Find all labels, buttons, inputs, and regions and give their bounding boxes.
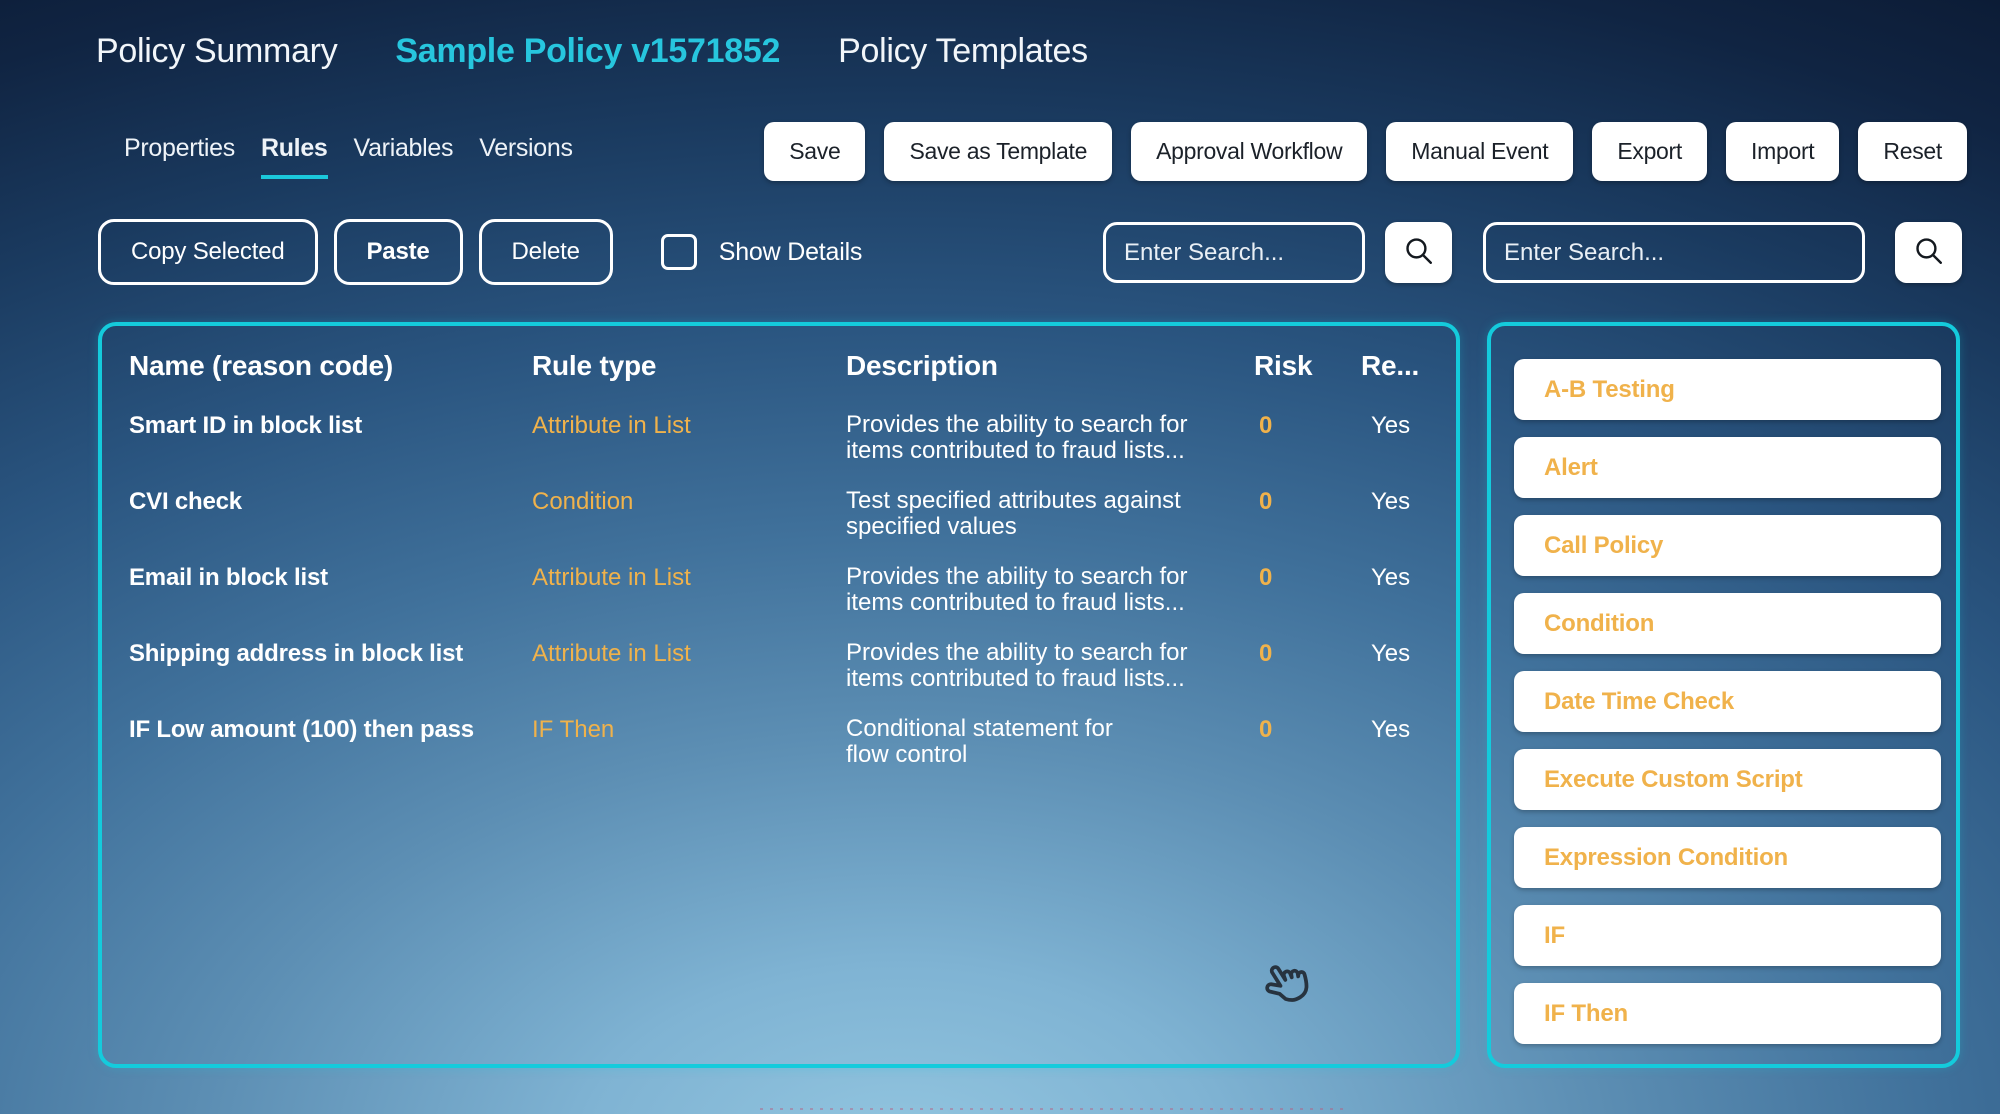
- policy-tabs: Properties Rules Variables Versions: [124, 134, 573, 179]
- rule-type: Attribute in List: [532, 640, 691, 667]
- template-item-condition[interactable]: Condition: [1514, 593, 1941, 654]
- template-item-if-then[interactable]: IF Then: [1514, 983, 1941, 1044]
- rule-description: Conditional statement for flow control: [846, 715, 1113, 768]
- hand-cursor-icon: [1245, 947, 1328, 1030]
- search-icon: [1912, 234, 1946, 271]
- copy-selected-button[interactable]: Copy Selected: [98, 219, 318, 285]
- rule-description: Test specified attributes against specif…: [846, 487, 1181, 540]
- rule-re: Yes: [1371, 564, 1411, 591]
- rule-name: IF Low amount (100) then pass: [129, 716, 474, 743]
- templates-search-input[interactable]: [1483, 222, 1865, 283]
- rule-re: Yes: [1371, 412, 1411, 439]
- rules-toolbar: Copy Selected Paste Delete Show Details: [98, 219, 862, 285]
- manual-event-button[interactable]: Manual Event: [1386, 122, 1574, 181]
- rule-description: Provides the ability to search for items…: [846, 639, 1188, 692]
- rule-name: Smart ID in block list: [129, 412, 362, 439]
- template-item-expression-condition[interactable]: Expression Condition: [1514, 827, 1941, 888]
- action-button-row: Save Save as Template Approval Workflow …: [764, 122, 1967, 181]
- template-item-execute-custom-script[interactable]: Execute Custom Script: [1514, 749, 1941, 810]
- rules-search-button[interactable]: [1385, 222, 1452, 283]
- rule-risk: 0: [1259, 564, 1273, 591]
- rule-type: Attribute in List: [532, 412, 691, 439]
- template-item-ab-testing[interactable]: A-B Testing: [1514, 359, 1941, 420]
- table-row[interactable]: Shipping address in block list Attribute…: [129, 640, 1436, 716]
- tab-rules[interactable]: Rules: [260, 134, 328, 179]
- column-header-re[interactable]: Re...: [1361, 350, 1420, 381]
- rule-type: Condition: [532, 488, 634, 515]
- column-header-description[interactable]: Description: [846, 350, 998, 381]
- rules-table-body: Smart ID in block list Attribute in List…: [129, 412, 1436, 792]
- rules-table-panel: Name (reason code) Rule type Description…: [98, 322, 1460, 1068]
- export-button[interactable]: Export: [1592, 122, 1708, 181]
- template-item-alert[interactable]: Alert: [1514, 437, 1941, 498]
- rule-re: Yes: [1371, 640, 1411, 667]
- save-button[interactable]: Save: [764, 122, 866, 181]
- approval-workflow-button[interactable]: Approval Workflow: [1131, 122, 1368, 181]
- import-button[interactable]: Import: [1726, 122, 1840, 181]
- column-header-name[interactable]: Name (reason code): [129, 350, 394, 381]
- rule-name: CVI check: [129, 488, 242, 515]
- table-row[interactable]: CVI check Condition Test specified attri…: [129, 488, 1436, 564]
- nav-policy-summary[interactable]: Policy Summary: [96, 32, 338, 70]
- bottom-dotted-line: [760, 1108, 1350, 1110]
- table-row[interactable]: IF Low amount (100) then pass IF Then Co…: [129, 716, 1436, 792]
- rule-risk: 0: [1259, 716, 1273, 743]
- reset-button[interactable]: Reset: [1858, 122, 1967, 181]
- template-item-if[interactable]: IF: [1514, 905, 1941, 966]
- delete-button[interactable]: Delete: [478, 219, 613, 285]
- column-header-risk[interactable]: Risk: [1254, 350, 1313, 381]
- template-item-date-time-check[interactable]: Date Time Check: [1514, 671, 1941, 732]
- rules-search-input[interactable]: [1103, 222, 1365, 283]
- save-as-template-button[interactable]: Save as Template: [884, 122, 1113, 181]
- rule-type: IF Then: [532, 716, 615, 743]
- rule-risk: 0: [1259, 488, 1273, 515]
- column-header-rule-type[interactable]: Rule type: [532, 350, 657, 381]
- tab-properties[interactable]: Properties: [124, 134, 235, 162]
- show-details-label: Show Details: [718, 237, 863, 266]
- rule-description: Provides the ability to search for items…: [846, 411, 1188, 464]
- show-details-checkbox[interactable]: [660, 234, 697, 270]
- table-row[interactable]: Email in block list Attribute in List Pr…: [129, 564, 1436, 640]
- rule-name: Email in block list: [129, 564, 328, 591]
- tab-variables[interactable]: Variables: [353, 134, 454, 162]
- rule-re: Yes: [1371, 488, 1411, 515]
- rules-table-header: Name (reason code) Rule type Description…: [129, 350, 1436, 382]
- rule-templates-panel: A-B Testing Alert Call Policy Condition …: [1487, 322, 1960, 1068]
- nav-policy-templates[interactable]: Policy Templates: [838, 32, 1088, 70]
- tab-versions[interactable]: Versions: [479, 134, 573, 162]
- top-nav: Policy Summary Sample Policy v1571852 Po…: [96, 32, 1088, 71]
- template-item-call-policy[interactable]: Call Policy: [1514, 515, 1941, 576]
- templates-search-button[interactable]: [1895, 222, 1962, 283]
- rule-description: Provides the ability to search for items…: [846, 563, 1188, 616]
- rule-name: Shipping address in block list: [129, 640, 464, 667]
- search-icon: [1402, 234, 1436, 271]
- paste-button[interactable]: Paste: [333, 219, 463, 285]
- rule-risk: 0: [1259, 640, 1273, 667]
- nav-current-policy[interactable]: Sample Policy v1571852: [395, 32, 781, 70]
- rule-re: Yes: [1371, 716, 1411, 743]
- rule-risk: 0: [1259, 412, 1273, 439]
- rule-type: Attribute in List: [532, 564, 691, 591]
- table-row[interactable]: Smart ID in block list Attribute in List…: [129, 412, 1436, 488]
